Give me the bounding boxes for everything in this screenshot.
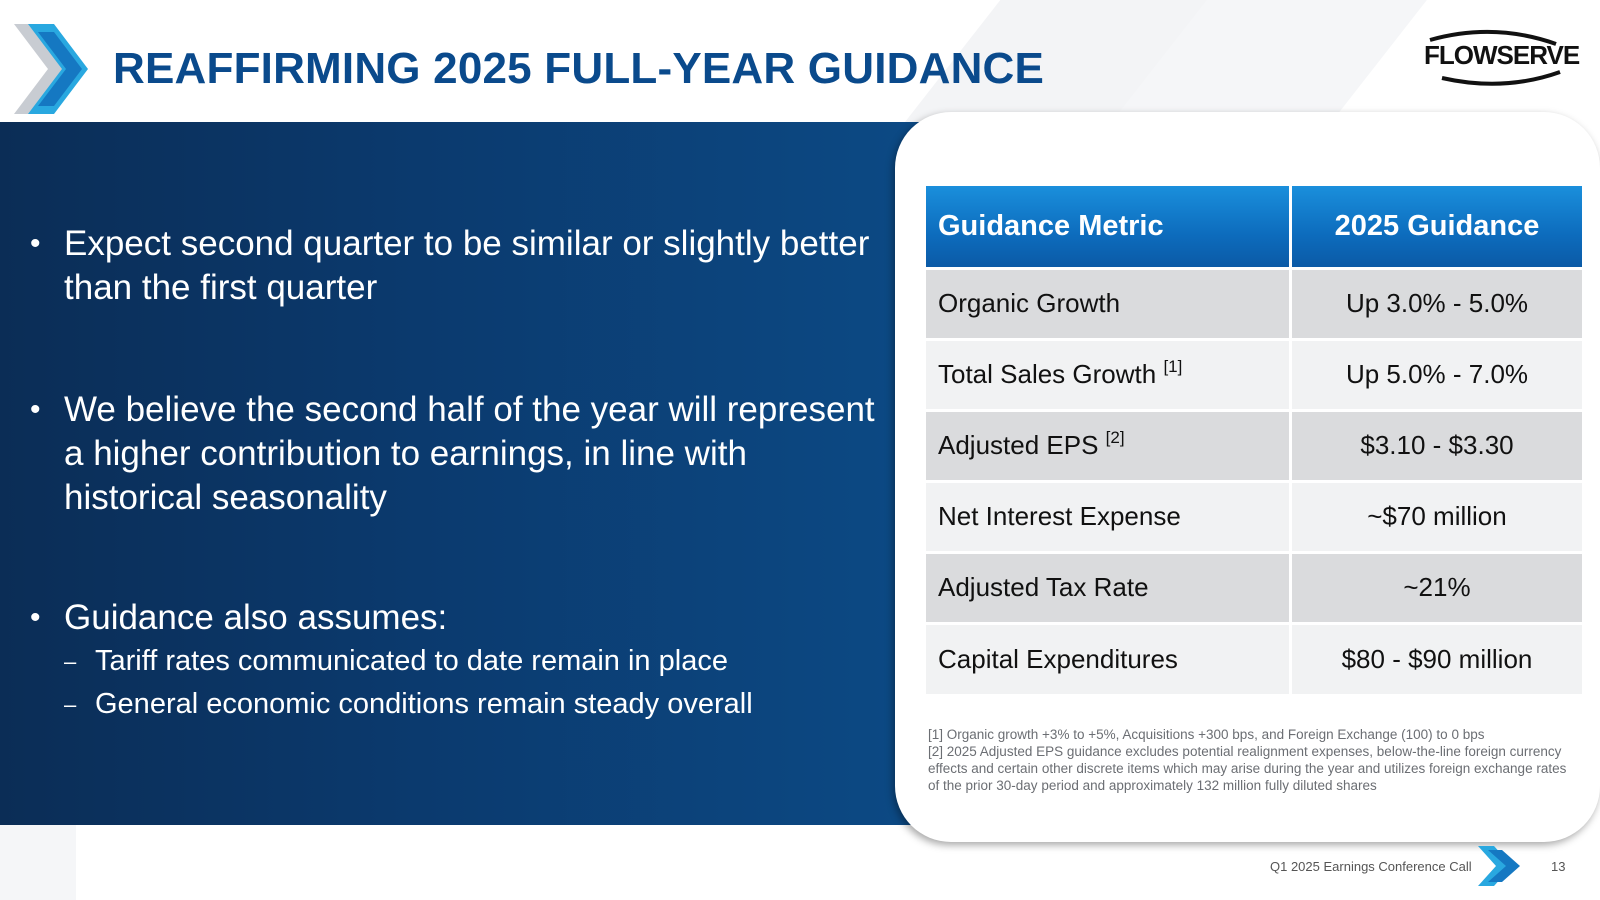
brand-name: FLOWSERVE [1424, 40, 1580, 70]
chevron-icon [1478, 846, 1520, 886]
metric-cell: Adjusted EPS [2] [926, 408, 1291, 481]
table-row: Adjusted Tax Rate ~21% [926, 550, 1582, 623]
footer-event-name: Q1 2025 Earnings Conference Call [1270, 859, 1472, 874]
metric-cell: Total Sales Growth [1] [926, 337, 1291, 410]
page-title: REAFFIRMING 2025 FULL-YEAR GUIDANCE [113, 44, 1045, 93]
sub-bullet-item: General economic conditions remain stead… [30, 683, 890, 726]
column-header-guidance: 2025 Guidance [1288, 186, 1582, 268]
bullet-item: We believe the second half of the year w… [30, 388, 890, 520]
guidance-value: $3.10 - $3.30 [1288, 408, 1582, 481]
guidance-value: $80 - $90 million [1288, 621, 1582, 694]
metric-cell: Organic Growth [926, 266, 1291, 339]
metric-cell: Net Interest Expense [926, 479, 1291, 552]
metric-label: Capital Expenditures [938, 643, 1178, 674]
summary-panel: Expect second quarter to be similar or s… [0, 122, 930, 825]
table-row: Total Sales Growth [1] Up 5.0% - 7.0% [926, 337, 1582, 410]
logo-swoosh-icon [1429, 29, 1561, 86]
metric-cell: Capital Expenditures [926, 621, 1291, 694]
corner-decoration [0, 825, 76, 900]
table-row: Organic Growth Up 3.0% - 5.0% [926, 266, 1582, 339]
bullet-list: Expect second quarter to be similar or s… [30, 222, 890, 726]
metric-label: Adjusted EPS [938, 430, 1099, 460]
footnotes: [1] Organic growth +3% to +5%, Acquisiti… [928, 726, 1578, 794]
table-header-row: Guidance Metric 2025 Guidance [926, 186, 1582, 268]
chevron-logo-icon [14, 24, 88, 114]
metric-cell: Adjusted Tax Rate [926, 550, 1291, 623]
metric-label: Adjusted Tax Rate [938, 572, 1149, 602]
column-header-metric: Guidance Metric [926, 186, 1291, 268]
footnote-ref: [1] [1163, 357, 1183, 376]
flowserve-logo: FLOWSERVE [1424, 28, 1580, 88]
bullet-item: Expect second quarter to be similar or s… [30, 222, 890, 310]
page-number: 13 [1551, 859, 1566, 874]
bullet-item: Guidance also assumes: [30, 596, 890, 640]
footnote-ref: [2] [1105, 428, 1125, 447]
metric-label: Total Sales Growth [938, 359, 1157, 389]
table-row: Net Interest Expense ~$70 million [926, 479, 1582, 552]
guidance-value: ~21% [1288, 550, 1582, 623]
table-row: Capital Expenditures $80 - $90 million [926, 621, 1582, 694]
table-row: Adjusted EPS [2] $3.10 - $3.30 [926, 408, 1582, 481]
guidance-value: Up 5.0% - 7.0% [1288, 337, 1582, 410]
guidance-value: ~$70 million [1288, 479, 1582, 552]
guidance-table: Guidance Metric 2025 Guidance Organic Gr… [926, 186, 1582, 694]
sub-bullet-item: Tariff rates communicated to date remain… [30, 640, 890, 683]
guidance-value: Up 3.0% - 5.0% [1288, 266, 1582, 339]
metric-label: Organic Growth [938, 288, 1121, 318]
footnote: [2] 2025 Adjusted EPS guidance excludes … [928, 744, 1567, 793]
metric-label: Net Interest Expense [938, 501, 1181, 531]
footnote: [1] Organic growth +3% to +5%, Acquisiti… [928, 727, 1485, 742]
